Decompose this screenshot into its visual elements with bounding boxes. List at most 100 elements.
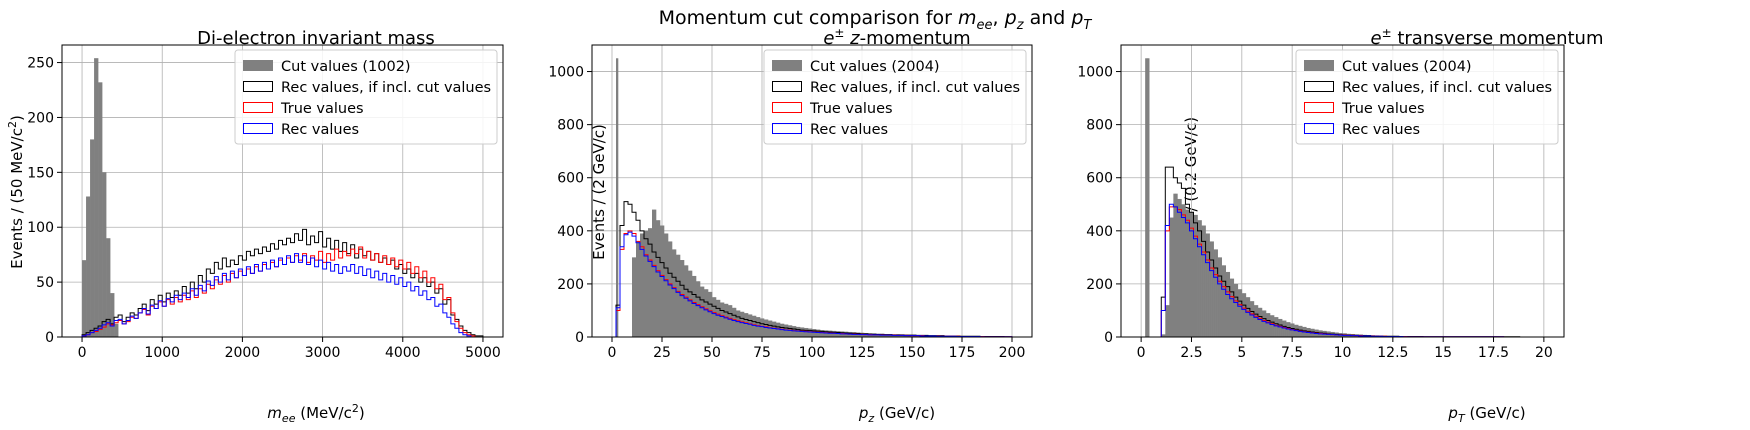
- bar-cut-pz: [786, 324, 789, 337]
- bar-cut-pt: [1280, 318, 1283, 337]
- bar-cut-pt: [1267, 313, 1271, 337]
- bar-cut-pz: [834, 330, 837, 337]
- bar-cut-pt: [1161, 334, 1164, 337]
- bar-cut-pz: [802, 327, 805, 337]
- bar-cut-pt: [1251, 301, 1255, 337]
- bar-cut-pt: [1213, 249, 1216, 337]
- x-tick-label-pt: 20: [1535, 345, 1553, 361]
- bar-cut-pz: [780, 323, 783, 337]
- legend-label-mass: Cut values (1002): [281, 59, 411, 75]
- bar-cut-pz: [722, 302, 725, 337]
- bar-cut-pt: [1231, 278, 1235, 337]
- plot-area-pt: [1141, 58, 1544, 337]
- series-rec-mass: [81, 253, 483, 337]
- bar-cut-pt: [1282, 320, 1285, 337]
- bar-cut-pz: [758, 317, 761, 337]
- y-tick-label-mass: 50: [36, 275, 54, 291]
- bar-cut-pz: [756, 317, 759, 337]
- bar-cut-pt: [1171, 217, 1174, 337]
- bar-cut-pz: [648, 228, 651, 337]
- bar-cut-pt: [1227, 271, 1231, 337]
- bar-cut-pz: [832, 330, 835, 337]
- y-tick-label-pt: 800: [1086, 118, 1113, 134]
- x-tick-label-mass: 1000: [144, 345, 180, 361]
- panel-title-pz: e± z-momentum: [823, 26, 970, 49]
- x-tick-label-pz: 200: [999, 345, 1026, 361]
- x-tick-label-pz: 0: [608, 345, 617, 361]
- bar-cut-pt: [1197, 220, 1200, 337]
- y-tick-label-pt: 1000: [1077, 65, 1113, 81]
- x-tick-label-pt: 10: [1334, 345, 1352, 361]
- bar-cut-pz: [646, 230, 649, 337]
- bar-cut-pz: [828, 330, 831, 337]
- bar-cut-pt: [1237, 289, 1241, 337]
- x-tick-label-mass: 2000: [225, 345, 261, 361]
- bar-cut-pz: [804, 327, 807, 337]
- legend-label-pt: Cut values (2004): [1342, 59, 1472, 75]
- y-tick-label-pz: 400: [557, 224, 584, 240]
- x-tick-label-mass: 5000: [465, 345, 501, 361]
- bar-cut-pz: [696, 281, 699, 337]
- suptitle-sub-3: T: [1083, 18, 1092, 33]
- y-axis-label-mass: Events / (50 MeV/c2): [6, 115, 26, 269]
- bar-cut-pt: [1191, 212, 1194, 337]
- bar-cut-pz: [774, 321, 777, 337]
- panel-title-mass: Di-electron invariant mass: [197, 28, 435, 49]
- legend-pz: Cut values (2004) Rec values, if incl. cu…: [763, 49, 1027, 145]
- bar-cut-pt: [1175, 193, 1178, 337]
- bar-cut-pt: [1163, 334, 1166, 337]
- bar-cut-pz: [704, 289, 707, 337]
- y-tick-label-mass: 150: [27, 165, 54, 181]
- bar-cut-pz: [638, 241, 641, 337]
- bar-cut-pt: [1270, 315, 1273, 337]
- panel-title-pt: e± transverse momentum: [1370, 26, 1603, 49]
- legend-swatch-rec-pz: [772, 123, 802, 134]
- x-tick-label-pt: 17.5: [1478, 345, 1509, 361]
- bar-cut-pz: [724, 303, 727, 337]
- bar-cut-pt: [1229, 278, 1233, 337]
- legend-label-pz: Rec values, if incl. cut values: [810, 80, 1020, 96]
- y-tick-label-pz: 600: [557, 171, 584, 187]
- bar-cut-pz: [768, 320, 771, 337]
- x-tick-label-pz: 100: [799, 345, 826, 361]
- bar-cut-pz: [728, 305, 731, 337]
- bar-cut-pz: [678, 254, 681, 337]
- bar-cut-pz: [716, 299, 719, 337]
- x-tick-label-pt: 12.5: [1377, 345, 1408, 361]
- legend-frame-pz: [763, 49, 1027, 145]
- bar-cut-pz: [656, 220, 659, 337]
- bar-cut-pz: [752, 315, 755, 337]
- bar-cut-pz: [806, 327, 809, 337]
- bar-cut-pz: [726, 303, 729, 337]
- bar-cut-pt: [1147, 58, 1150, 337]
- suptitle-sub-2: z: [1016, 18, 1025, 33]
- bar-cut-pt: [1181, 204, 1184, 337]
- bar-cut-pt: [1221, 265, 1224, 337]
- bar-cut-pz: [700, 286, 703, 337]
- x-tick-label-pt: 5: [1237, 345, 1246, 361]
- bar-cut-pz: [738, 310, 741, 337]
- suptitle-sub-1: ee: [977, 18, 993, 33]
- bar-cut-pz: [720, 302, 723, 337]
- bar-cut-mass: [86, 196, 91, 337]
- bar-cut-pt: [1253, 305, 1257, 337]
- bar-cut-pt: [1272, 315, 1275, 337]
- bar-cut-pz: [782, 323, 785, 337]
- bar-cut-pz: [844, 331, 847, 337]
- bar-cut-pt: [1217, 257, 1220, 337]
- bar-cut-pz: [838, 331, 841, 337]
- plot-area-mass: [81, 58, 484, 337]
- bar-cut-pt: [1211, 241, 1214, 337]
- bar-cut-pt: [1249, 301, 1253, 337]
- legend-swatch-cut-pt: [1304, 60, 1334, 71]
- bar-cut-mass: [82, 260, 87, 337]
- x-axis-label-pz: pz (GeV/c): [858, 404, 935, 425]
- bar-cut-mass: [110, 293, 115, 337]
- bar-cut-pz: [694, 275, 697, 337]
- legend-label-pz: True values: [809, 101, 893, 117]
- legend-swatch-rec_incl-mass: [243, 81, 273, 92]
- bar-cut-pz: [770, 320, 773, 337]
- bar-cut-pz: [830, 330, 833, 337]
- bar-cut-pz: [654, 209, 657, 337]
- bar-cut-pz: [822, 330, 825, 337]
